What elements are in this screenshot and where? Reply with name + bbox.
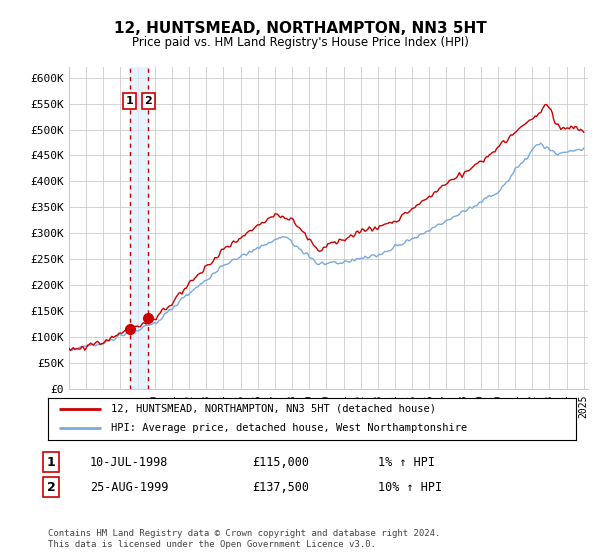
Text: 12, HUNTSMEAD, NORTHAMPTON, NN3 5HT (detached house): 12, HUNTSMEAD, NORTHAMPTON, NN3 5HT (det… xyxy=(112,404,436,414)
Text: Price paid vs. HM Land Registry's House Price Index (HPI): Price paid vs. HM Land Registry's House … xyxy=(131,36,469,49)
Text: £137,500: £137,500 xyxy=(252,480,309,494)
Text: £115,000: £115,000 xyxy=(252,455,309,469)
Text: HPI: Average price, detached house, West Northamptonshire: HPI: Average price, detached house, West… xyxy=(112,423,467,433)
Text: 2: 2 xyxy=(47,480,55,494)
Text: 12, HUNTSMEAD, NORTHAMPTON, NN3 5HT: 12, HUNTSMEAD, NORTHAMPTON, NN3 5HT xyxy=(113,21,487,36)
Text: 10-JUL-1998: 10-JUL-1998 xyxy=(90,455,169,469)
Text: 10% ↑ HPI: 10% ↑ HPI xyxy=(378,480,442,494)
Bar xyxy=(130,67,148,389)
Text: Contains HM Land Registry data © Crown copyright and database right 2024.
This d: Contains HM Land Registry data © Crown c… xyxy=(48,529,440,549)
Text: 1% ↑ HPI: 1% ↑ HPI xyxy=(378,455,435,469)
Text: 1: 1 xyxy=(47,455,55,469)
Text: 25-AUG-1999: 25-AUG-1999 xyxy=(90,480,169,494)
Text: 1: 1 xyxy=(126,96,134,106)
Text: 2: 2 xyxy=(145,96,152,106)
